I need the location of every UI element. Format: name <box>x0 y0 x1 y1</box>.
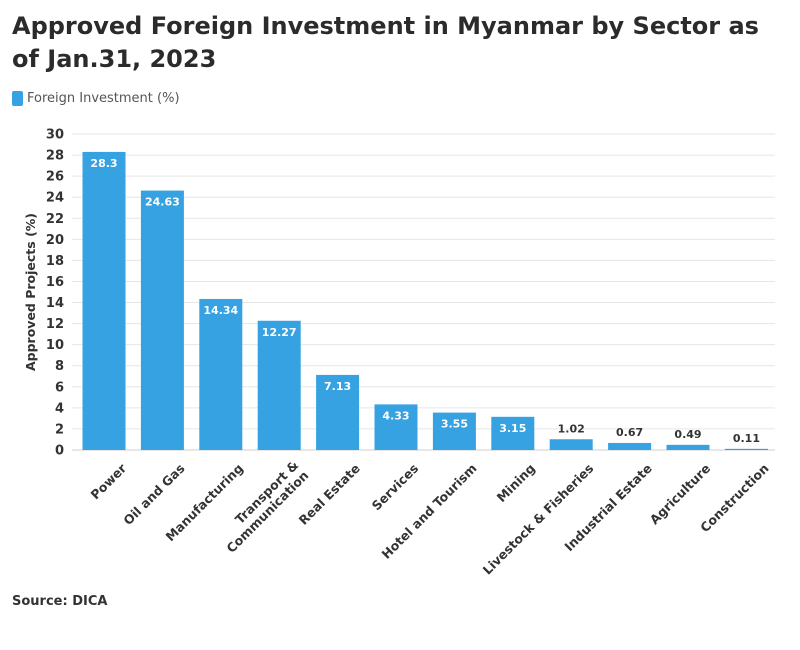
x-tick-label-line: Power <box>88 460 130 502</box>
y-tick-label: 30 <box>46 128 64 143</box>
chart-title: Approved Foreign Investment in Myanmar b… <box>12 12 759 73</box>
bar <box>491 416 535 450</box>
x-tick-label-line: Real Estate <box>296 461 363 528</box>
y-tick-label: 2 <box>55 422 64 437</box>
x-tick-label: Services <box>369 461 422 514</box>
data-label: 0.49 <box>674 428 701 441</box>
legend-swatch <box>12 91 23 106</box>
x-tick-label: Real Estate <box>296 461 363 528</box>
y-axis-label: Approved Projects (%) <box>23 213 38 371</box>
bar <box>199 298 243 450</box>
x-tick-label-line: Mining <box>494 461 538 505</box>
bar <box>82 151 126 450</box>
data-label: 14.34 <box>203 304 238 317</box>
y-tick-label: 10 <box>46 338 64 353</box>
y-tick-label: 16 <box>46 275 64 290</box>
bar <box>549 439 593 450</box>
bar <box>724 448 768 450</box>
y-tick-label: 24 <box>46 191 64 206</box>
x-tick-label: Hotel and Tourism <box>378 461 479 562</box>
data-label: 4.33 <box>382 409 409 422</box>
y-tick-label: 28 <box>46 149 64 164</box>
y-tick-label: 12 <box>46 317 64 332</box>
data-label: 0.67 <box>616 426 643 439</box>
x-tick-label-line: Services <box>369 461 422 514</box>
y-tick-label: 20 <box>46 233 64 248</box>
y-tick-label: 22 <box>46 212 64 227</box>
data-label: 3.15 <box>499 422 526 435</box>
bar <box>666 444 710 450</box>
x-tick-label: Power <box>88 460 130 502</box>
y-tick-label: 18 <box>46 254 64 269</box>
data-label: 7.13 <box>324 380 351 393</box>
source-note: Source: DICA <box>12 594 108 609</box>
x-tick-label-line: Hotel and Tourism <box>378 461 479 562</box>
x-tick-label: Mining <box>494 461 538 505</box>
data-label: 0.11 <box>733 432 760 445</box>
y-tick-label: 14 <box>46 296 64 311</box>
legend[interactable]: Foreign Investment (%) <box>12 91 180 106</box>
data-label: 3.55 <box>441 418 468 431</box>
data-label: 12.27 <box>262 326 297 339</box>
data-label: 24.63 <box>145 196 180 209</box>
bar <box>608 442 652 450</box>
y-tick-label: 8 <box>55 359 64 374</box>
bar <box>374 404 418 450</box>
data-label: 1.02 <box>558 422 585 435</box>
y-tick-label: 26 <box>46 170 64 185</box>
y-tick-label: 6 <box>55 380 64 395</box>
bar <box>432 412 476 450</box>
bar <box>140 190 184 450</box>
bar <box>316 374 360 450</box>
legend-label: Foreign Investment (%) <box>27 91 180 106</box>
y-tick-label: 4 <box>55 401 64 416</box>
x-tick-label-line: Livestock & Fisheries <box>480 461 597 578</box>
data-label: 28.3 <box>90 157 117 170</box>
bar <box>257 320 301 450</box>
x-tick-label: Livestock & Fisheries <box>480 461 597 578</box>
y-tick-label: 0 <box>55 444 64 459</box>
